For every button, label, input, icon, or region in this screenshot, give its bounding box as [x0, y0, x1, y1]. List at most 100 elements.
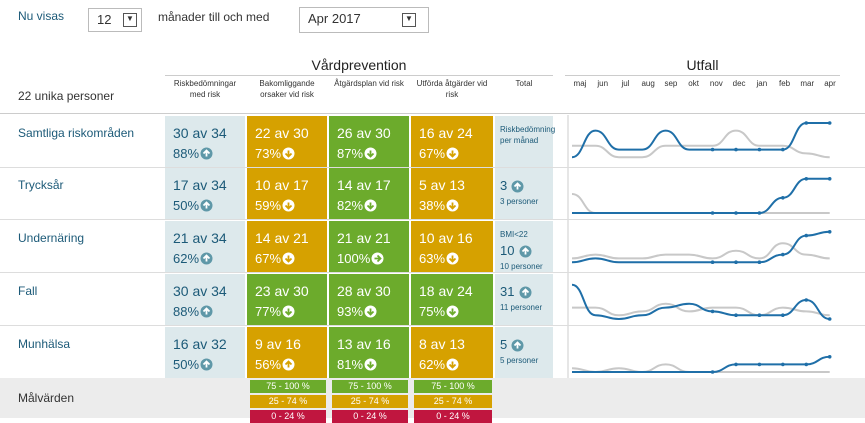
month-label: aug	[641, 79, 655, 88]
spark-point	[734, 313, 738, 318]
cell-count: 21 av 21	[337, 230, 391, 246]
cell: 13 av 16 81%	[329, 327, 409, 378]
months-text: månader till och med	[158, 10, 270, 24]
spark-point	[757, 362, 762, 367]
spark-point	[804, 121, 809, 125]
cell: 28 av 30 93%	[329, 274, 409, 325]
trend-icon	[446, 305, 459, 318]
trend-icon	[511, 180, 524, 193]
months-value: 12	[97, 12, 112, 27]
month-label: sep	[664, 79, 678, 88]
spark-point	[710, 147, 715, 152]
total-sub: 11 personer	[500, 303, 543, 312]
month-label: okt	[688, 79, 699, 88]
month-label: jul	[621, 79, 630, 88]
divider	[0, 113, 865, 114]
spark-point	[734, 211, 738, 215]
cell-count: 22 av 30	[255, 125, 309, 141]
column-header: Utförda åtgärder vid risk	[416, 79, 488, 99]
sparkline	[572, 355, 830, 373]
total-note: BMI<22	[500, 230, 528, 239]
total-value: 10	[500, 243, 515, 258]
group-title: Utfall	[565, 57, 840, 76]
cell: 26 av 30 87%	[329, 116, 409, 167]
spark-point	[710, 260, 715, 265]
total-cell: 5 5 personer	[495, 327, 553, 378]
sparkline	[571, 230, 830, 264]
cell: 18 av 24 75%	[411, 274, 493, 325]
target-box: 25 - 74 %	[332, 395, 408, 408]
trend-icon	[200, 199, 213, 212]
spark-point	[781, 252, 785, 257]
cell-pct: 67%	[419, 146, 446, 161]
spark-point	[804, 362, 809, 367]
month-label: apr	[824, 79, 836, 88]
trend-icon	[519, 245, 532, 258]
cell-pct: 93%	[337, 304, 364, 319]
cell: 14 av 21 67%	[247, 221, 327, 272]
cell: 23 av 30 77%	[247, 274, 327, 325]
spark-point	[757, 147, 762, 152]
cell: 16 av 24 67%	[411, 116, 493, 167]
row-divider	[0, 167, 865, 168]
target-box: 25 - 74 %	[250, 395, 326, 408]
cell-count: 26 av 30	[337, 125, 391, 141]
spark-point	[827, 121, 832, 125]
row-label: Undernäring	[18, 231, 85, 245]
month-label: dec	[732, 79, 746, 88]
spark-point	[781, 313, 785, 318]
trend-icon	[446, 358, 459, 371]
target-box: 75 - 100 %	[332, 380, 408, 393]
trend-icon	[364, 358, 377, 371]
cell-pct: 82%	[337, 198, 364, 213]
cell: 21 av 21 100%	[329, 221, 409, 272]
sparkline	[571, 193, 830, 214]
trend-icon	[200, 305, 213, 318]
shown-label: Nu visas	[18, 9, 65, 23]
total-note: Riskbedömning per månad	[500, 125, 556, 145]
trend-icon	[200, 147, 213, 160]
cell-count: 17 av 34	[173, 177, 227, 193]
trend-icon	[364, 147, 377, 160]
spark-point	[757, 211, 762, 215]
cell-count: 10 av 16	[419, 230, 473, 246]
cell-pct: 62%	[419, 357, 446, 372]
cell: 9 av 16 56%	[247, 327, 327, 378]
row-divider	[0, 219, 865, 220]
months-select[interactable]: 12 ▼	[88, 8, 142, 32]
month-label: jun	[597, 79, 609, 88]
spark-point	[804, 177, 809, 181]
cell-pct: 73%	[255, 146, 282, 161]
column-header: Åtgärdsplan vid risk	[334, 79, 404, 88]
trend-icon	[446, 252, 459, 265]
spark-point	[710, 370, 715, 374]
spark-point	[827, 230, 832, 234]
trend-icon	[446, 147, 459, 160]
cell-count: 10 av 17	[255, 177, 309, 193]
cell-count: 23 av 30	[255, 283, 309, 299]
cell-pct: 56%	[255, 357, 282, 372]
spark-point	[734, 260, 738, 265]
spark-point	[804, 233, 809, 238]
cell: 16 av 32 50%	[165, 327, 245, 378]
spark-point	[781, 147, 785, 152]
trend-icon	[200, 252, 213, 265]
cell: 21 av 34 62%	[165, 221, 245, 272]
total-value: 5	[500, 337, 508, 352]
cell-pct: 38%	[419, 198, 446, 213]
cell-pct: 77%	[255, 304, 282, 319]
spark-point	[827, 317, 832, 321]
trend-icon	[371, 252, 384, 265]
cell-pct: 63%	[419, 251, 446, 266]
end-select[interactable]: Apr 2017 ▼	[299, 7, 429, 33]
cell: 22 av 30 73%	[247, 116, 327, 167]
cell-pct: 50%	[173, 357, 200, 372]
sparkline	[572, 302, 830, 317]
row-divider	[0, 325, 865, 326]
total-value: 31	[500, 284, 515, 299]
sparkline	[572, 177, 830, 214]
cell-count: 30 av 34	[173, 283, 227, 299]
cell-count: 28 av 30	[337, 283, 391, 299]
cell-pct: 67%	[255, 251, 282, 266]
